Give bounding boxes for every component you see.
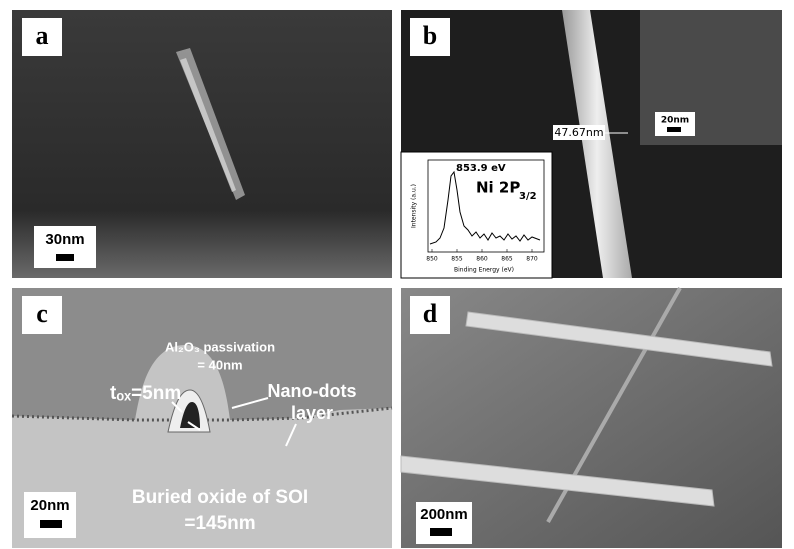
- panel-label: a: [36, 21, 49, 50]
- scale-bar: [430, 528, 452, 536]
- panel-label: b: [423, 21, 437, 50]
- inset-scale-label: 20nm: [661, 116, 689, 126]
- x-tick-label: 860: [476, 256, 488, 263]
- line-sub: 3/2: [519, 191, 537, 202]
- nanodots-label-2: layer: [291, 403, 333, 423]
- scale-bar-label: 200nm: [420, 506, 468, 523]
- passivation-label: Al₂O₃ passivation: [165, 339, 275, 354]
- scale-bar-label: 30nm: [45, 231, 84, 248]
- x-tick-label: 870: [526, 256, 538, 263]
- box-label: Buried oxide of SOI: [132, 487, 308, 508]
- panel-label: d: [423, 299, 438, 328]
- panel-label: c: [36, 299, 48, 328]
- tox-label: tₒₓ=5nm: [110, 383, 181, 404]
- measurement: 47.67nm: [554, 126, 603, 139]
- scale-bar: [56, 254, 74, 261]
- panel-d: d 200nm: [401, 288, 782, 548]
- line-label: Ni 2P: [476, 179, 520, 197]
- box-value: =145nm: [184, 513, 255, 534]
- scale-bar-label: 20nm: [30, 497, 69, 514]
- peak-label: 853.9 eV: [456, 163, 506, 174]
- panel-a: a 30nm: [12, 10, 392, 278]
- x-tick-label: 850: [426, 256, 438, 263]
- scale-bar: [40, 520, 62, 528]
- x-tick-label: 865: [501, 256, 513, 263]
- x-axis-label: Binding Energy (eV): [454, 267, 514, 274]
- panel-c: c Al₂O₃ passivation = 40nm tₒₓ=5nm Nano-…: [12, 288, 392, 548]
- figure: a 30nm b 47.67nm 20nm 853.9 eV Ni 2P 3/2…: [0, 0, 794, 549]
- y-axis-label: Intensity (a.u.): [411, 184, 418, 228]
- x-tick-label: 855: [451, 256, 463, 263]
- passivation-value: = 40nm: [197, 357, 242, 372]
- nanodots-label: Nano-dots: [268, 381, 357, 401]
- panel-b: b 47.67nm 20nm 853.9 eV Ni 2P 3/2 Intens…: [401, 10, 782, 278]
- scale-bar: [667, 127, 681, 132]
